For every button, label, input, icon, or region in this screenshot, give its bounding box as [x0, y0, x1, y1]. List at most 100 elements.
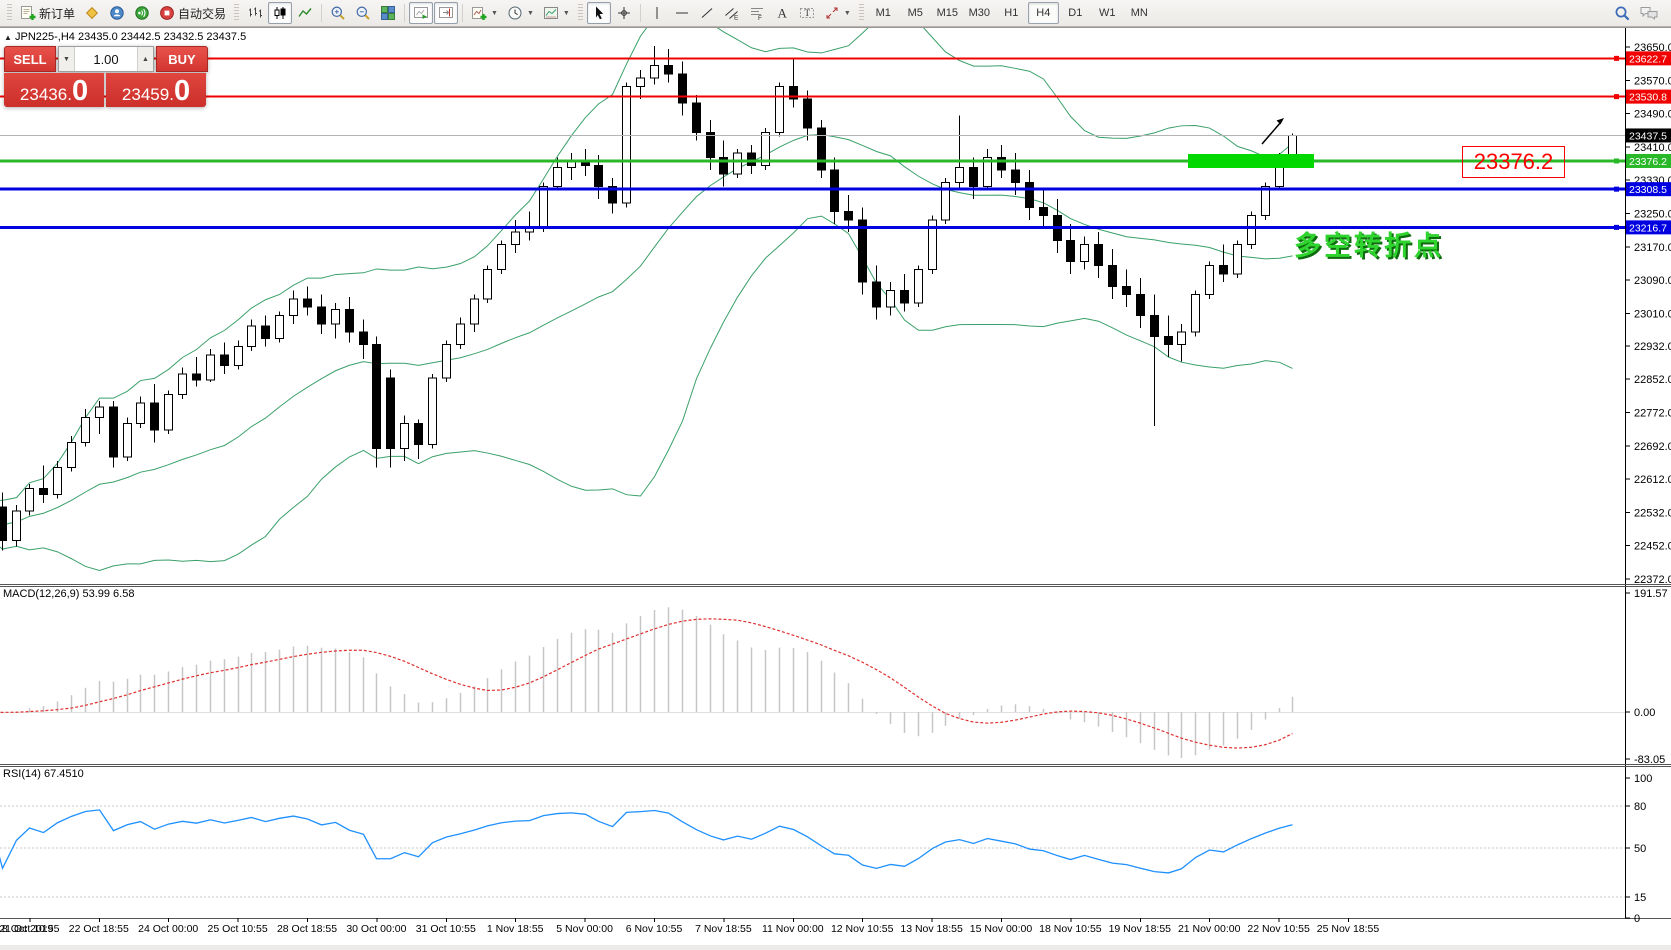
vertical-line-icon — [656, 7, 658, 19]
toolbar-grip[interactable] — [7, 4, 12, 22]
timeframe-w1[interactable]: W1 — [1099, 7, 1116, 19]
trendline-icon — [701, 8, 713, 18]
timeframe-m1[interactable]: M1 — [875, 7, 891, 19]
svg-text:23622.7: 23622.7 — [1629, 53, 1667, 65]
svg-text:0: 0 — [1634, 913, 1640, 925]
line-chart-icon — [298, 8, 312, 17]
macd-layer: 191.57 0.00 -83.05 — [0, 588, 1668, 766]
timeframe-m30[interactable]: M30 — [968, 7, 990, 19]
tile-windows-button[interactable] — [376, 2, 400, 24]
timeframe-h4[interactable]: H4 — [1027, 2, 1059, 24]
fibonacci-tool[interactable]: F — [745, 2, 769, 24]
timeframe-m15[interactable]: M15 — [936, 7, 958, 19]
zoom-out-button[interactable] — [351, 2, 375, 24]
zoom-out-icon — [356, 6, 370, 20]
price-axis[interactable]: 23650.023570.023490.023410.023330.023250… — [1614, 27, 1671, 919]
svg-text:22852.0: 22852.0 — [1634, 374, 1671, 386]
mql5-community-icon — [110, 6, 124, 20]
buy-button[interactable]: BUY — [156, 46, 208, 72]
one-click-trading-panel: SELL ▼ ▲ BUY 23436.0 23459.0 — [4, 46, 208, 107]
chart-bars-button[interactable] — [243, 2, 267, 24]
text-label-tool[interactable]: T — [795, 2, 819, 24]
trend-arrow-annotation[interactable] — [1261, 118, 1284, 145]
svg-text:23570.0: 23570.0 — [1634, 75, 1671, 87]
autotrading-button[interactable]: 自动交易 — [155, 2, 230, 24]
signals-button[interactable] — [130, 2, 154, 24]
periods-caret: ▼ — [526, 9, 534, 17]
signals-broadcast-icon — [135, 6, 149, 20]
svg-text:100: 100 — [1634, 773, 1652, 785]
search-icon[interactable] — [1614, 5, 1631, 22]
buy-price-display[interactable]: 23459. 0 — [106, 73, 206, 107]
panel-separators[interactable] — [0, 27, 1671, 919]
svg-text:31 Oct 10:55: 31 Oct 10:55 — [416, 923, 476, 935]
timeframe-d1[interactable]: D1 — [1068, 7, 1083, 19]
chart-canvas[interactable]: 23650.023570.023490.023410.023330.023250… — [0, 27, 1671, 945]
svg-text:23530.8: 23530.8 — [1629, 92, 1667, 104]
price-alert-label[interactable]: 23376.2 — [1462, 146, 1565, 178]
auto-scroll-icon — [414, 7, 429, 19]
turning-point-note[interactable]: 多空转折点 — [1294, 231, 1444, 261]
vertical-line-tool[interactable] — [645, 2, 669, 24]
chart-shift-icon — [439, 7, 454, 18]
chart-candles-button[interactable] — [268, 2, 293, 24]
equidistant-channel-icon: E — [725, 8, 739, 21]
svg-text:23010.0: 23010.0 — [1634, 308, 1671, 320]
svg-text:23437.5: 23437.5 — [1629, 130, 1667, 142]
svg-text:22 Nov 10:55: 22 Nov 10:55 — [1247, 923, 1310, 935]
indicators-button[interactable]: ▼ — [467, 2, 502, 24]
svg-text:6 Nov 10:55: 6 Nov 10:55 — [626, 923, 683, 935]
svg-text:15 Nov 00:00: 15 Nov 00:00 — [970, 923, 1033, 935]
community-button[interactable] — [105, 2, 129, 24]
crosshair-tool-button[interactable] — [612, 2, 636, 24]
macd-indicator-label: MACD(12,26,9) 53.99 6.58 — [3, 588, 135, 600]
svg-text:18 Nov 10:55: 18 Nov 10:55 — [1039, 923, 1102, 935]
horizontal-line-tool[interactable] — [670, 2, 694, 24]
templates-button[interactable]: ▼ — [539, 2, 574, 24]
sell-price-display[interactable]: 23436. 0 — [4, 73, 104, 107]
clock-icon — [508, 6, 522, 20]
timeframe-m5[interactable]: M5 — [907, 7, 923, 19]
timeframe-mn[interactable]: MN — [1130, 7, 1148, 19]
svg-text:1 Nov 18:55: 1 Nov 18:55 — [487, 923, 544, 935]
zoom-in-button[interactable] — [326, 2, 350, 24]
trendline-tool[interactable] — [695, 2, 719, 24]
cursor-tool-button[interactable] — [586, 2, 611, 24]
channel-tool[interactable]: E — [720, 2, 744, 24]
highlight-rectangle[interactable] — [1188, 153, 1314, 168]
text-icon: A — [777, 6, 787, 21]
gold-button[interactable] — [80, 2, 104, 24]
toolbar-grip[interactable] — [858, 4, 864, 22]
level-lines-layer[interactable] — [0, 57, 1625, 229]
volume-increase-button[interactable]: ▲ — [137, 47, 153, 71]
toolbar-grip[interactable] — [234, 4, 240, 22]
new-order-button[interactable]: 新订单 — [16, 2, 79, 24]
sell-button[interactable]: SELL — [4, 46, 56, 72]
chart-line-button[interactable] — [293, 2, 317, 24]
svg-text:23308.5: 23308.5 — [1629, 184, 1667, 196]
periods-button[interactable]: ▼ — [503, 2, 538, 24]
svg-text:15: 15 — [1634, 892, 1646, 904]
chart-symbol-title: JPN225-,H4 23435.0 23442.5 23432.5 23437… — [15, 31, 247, 43]
svg-text:21 Nov 00:00: 21 Nov 00:00 — [1178, 923, 1241, 935]
svg-text:11 Nov 00:00: 11 Nov 00:00 — [762, 923, 824, 935]
text-tool[interactable]: A — [770, 2, 794, 24]
toolbar-grip[interactable] — [577, 4, 583, 22]
volume-input[interactable] — [75, 47, 137, 71]
arrows-tool[interactable]: ▼ — [820, 2, 855, 24]
chat-icon[interactable] — [1639, 5, 1659, 21]
autotrading-icon — [160, 6, 174, 20]
svg-text:23170.0: 23170.0 — [1634, 242, 1671, 254]
volume-decrease-button[interactable]: ▼ — [59, 47, 75, 71]
chart-shift-button[interactable] — [434, 2, 459, 24]
rsi-indicator-label: RSI(14) 67.4510 — [3, 768, 84, 780]
auto-scroll-button[interactable] — [409, 2, 434, 24]
svg-text:80: 80 — [1634, 801, 1646, 813]
svg-text:23250.0: 23250.0 — [1634, 209, 1671, 221]
svg-text:0.00: 0.00 — [1634, 707, 1655, 719]
cursor-icon — [595, 6, 604, 20]
timeframe-h1[interactable]: H1 — [1004, 7, 1019, 19]
indicators-icon — [472, 7, 487, 20]
one-click-collapse-arrow[interactable]: ▲ — [4, 33, 12, 42]
